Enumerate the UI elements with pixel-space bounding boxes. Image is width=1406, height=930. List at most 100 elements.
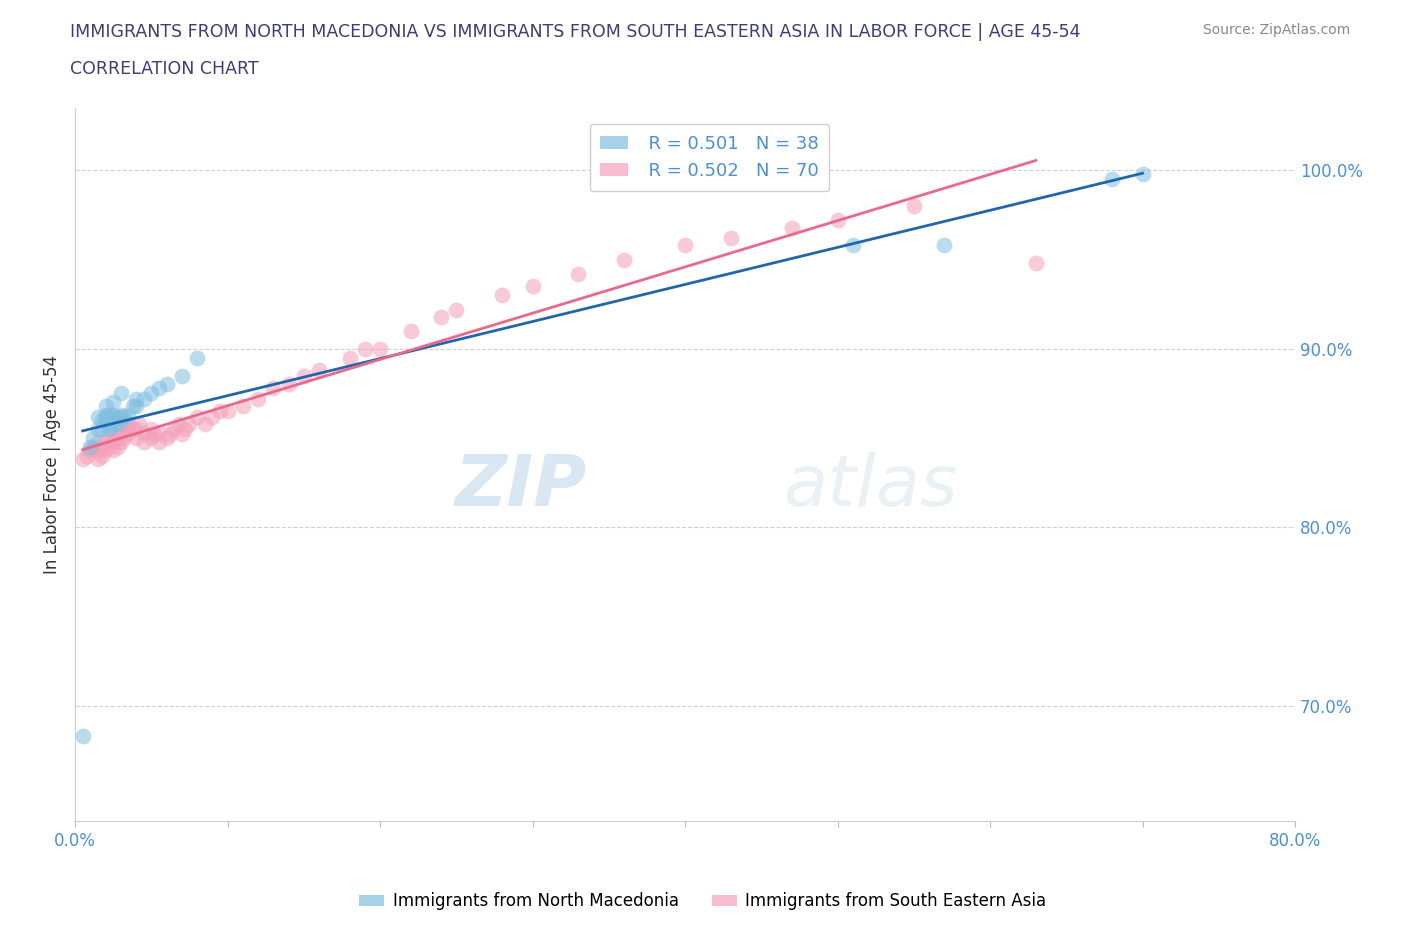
Point bbox=[87, 443, 110, 458]
Point bbox=[101, 417, 124, 432]
Point bbox=[125, 421, 148, 436]
Text: ZIP: ZIP bbox=[456, 452, 588, 521]
Point bbox=[125, 392, 148, 406]
Point bbox=[201, 409, 224, 424]
Point bbox=[208, 404, 231, 418]
Point bbox=[842, 238, 865, 253]
Point bbox=[128, 417, 150, 432]
Point bbox=[159, 427, 181, 442]
Point bbox=[262, 380, 284, 395]
Point bbox=[399, 324, 422, 339]
Point bbox=[94, 443, 117, 458]
Point bbox=[217, 404, 239, 418]
Point bbox=[97, 407, 120, 422]
Text: IMMIGRANTS FROM NORTH MACEDONIA VS IMMIGRANTS FROM SOUTH EASTERN ASIA IN LABOR F: IMMIGRANTS FROM NORTH MACEDONIA VS IMMIG… bbox=[70, 23, 1081, 41]
Point bbox=[339, 351, 361, 365]
Point bbox=[87, 434, 110, 449]
Point bbox=[308, 363, 330, 378]
Point bbox=[141, 431, 163, 445]
Point bbox=[79, 440, 101, 455]
Point bbox=[141, 421, 163, 436]
Point bbox=[112, 409, 135, 424]
Text: CORRELATION CHART: CORRELATION CHART bbox=[70, 60, 259, 78]
Point bbox=[673, 238, 696, 253]
Point bbox=[232, 398, 254, 413]
Point bbox=[277, 377, 299, 392]
Point bbox=[107, 440, 129, 455]
Point bbox=[155, 431, 177, 445]
Legend: Immigrants from North Macedonia, Immigrants from South Eastern Asia: Immigrants from North Macedonia, Immigra… bbox=[353, 885, 1053, 917]
Point bbox=[101, 443, 124, 458]
Point bbox=[194, 417, 217, 432]
Point bbox=[94, 409, 117, 424]
Point bbox=[132, 425, 155, 440]
Point bbox=[430, 310, 453, 325]
Point bbox=[179, 417, 201, 432]
Point bbox=[125, 431, 148, 445]
Point bbox=[170, 368, 193, 383]
Point bbox=[97, 440, 120, 455]
Point bbox=[613, 252, 636, 267]
Point bbox=[173, 421, 195, 436]
Point bbox=[567, 266, 589, 281]
Point bbox=[934, 238, 956, 253]
Point bbox=[110, 386, 132, 401]
Point bbox=[72, 452, 94, 467]
Point bbox=[292, 368, 315, 383]
Point bbox=[87, 409, 110, 424]
Point bbox=[101, 407, 124, 422]
Point bbox=[125, 398, 148, 413]
Point bbox=[91, 440, 114, 455]
Point bbox=[117, 417, 139, 432]
Point bbox=[117, 425, 139, 440]
Y-axis label: In Labor Force | Age 45-54: In Labor Force | Age 45-54 bbox=[44, 355, 60, 574]
Point bbox=[97, 417, 120, 432]
Point bbox=[97, 421, 120, 436]
Point bbox=[491, 288, 513, 303]
Point bbox=[94, 434, 117, 449]
Point bbox=[82, 431, 104, 445]
Point bbox=[101, 395, 124, 410]
Point bbox=[186, 409, 208, 424]
Point bbox=[132, 392, 155, 406]
Point bbox=[110, 425, 132, 440]
Point bbox=[122, 421, 145, 436]
Point bbox=[101, 413, 124, 428]
Point bbox=[170, 427, 193, 442]
Point bbox=[148, 434, 170, 449]
Point bbox=[91, 448, 114, 463]
Point bbox=[91, 413, 114, 428]
Text: Source: ZipAtlas.com: Source: ZipAtlas.com bbox=[1202, 23, 1350, 37]
Point bbox=[148, 425, 170, 440]
Point bbox=[522, 279, 544, 294]
Point bbox=[107, 431, 129, 445]
Point bbox=[132, 434, 155, 449]
Point bbox=[94, 407, 117, 422]
Point bbox=[155, 377, 177, 392]
Point bbox=[91, 421, 114, 436]
Point bbox=[94, 398, 117, 413]
Point bbox=[143, 427, 166, 442]
Point bbox=[79, 443, 101, 458]
Point bbox=[87, 452, 110, 467]
Legend:   R = 0.501   N = 38,   R = 0.502   N = 70: R = 0.501 N = 38, R = 0.502 N = 70 bbox=[589, 125, 830, 191]
Point bbox=[122, 398, 145, 413]
Point bbox=[117, 407, 139, 422]
Point bbox=[141, 386, 163, 401]
Point bbox=[101, 427, 124, 442]
Point bbox=[101, 434, 124, 449]
Point bbox=[107, 409, 129, 424]
Point bbox=[110, 409, 132, 424]
Point bbox=[167, 417, 190, 432]
Point bbox=[110, 407, 132, 422]
Point bbox=[446, 302, 468, 317]
Point bbox=[72, 728, 94, 743]
Point bbox=[148, 380, 170, 395]
Point bbox=[76, 448, 98, 463]
Point bbox=[107, 417, 129, 432]
Point bbox=[368, 341, 391, 356]
Point bbox=[720, 231, 742, 246]
Point bbox=[186, 351, 208, 365]
Point bbox=[903, 199, 925, 214]
Point bbox=[110, 417, 132, 432]
